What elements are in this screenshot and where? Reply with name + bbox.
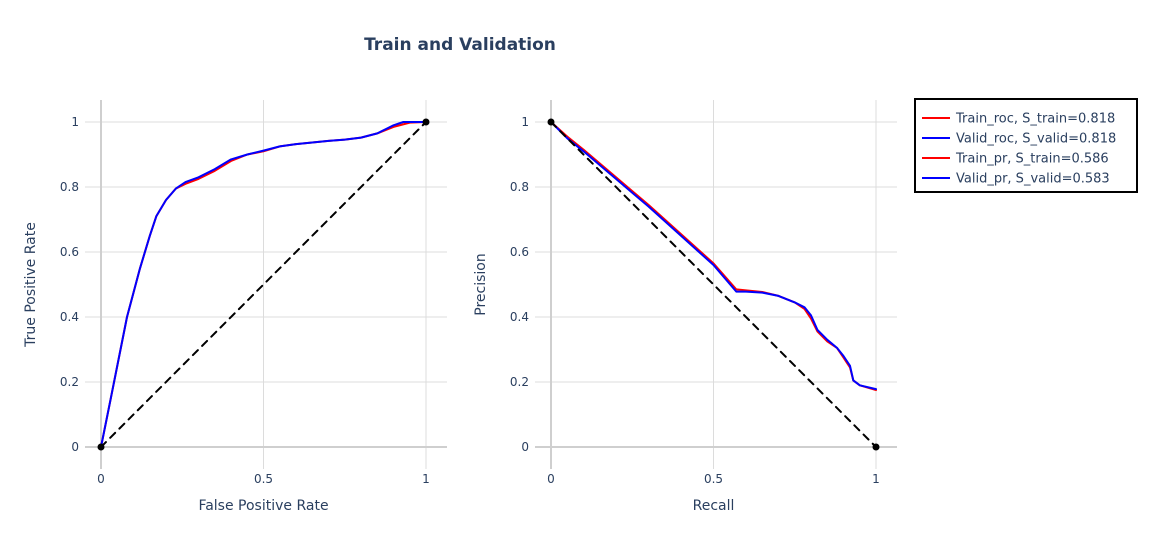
legend-label: Train_roc, S_train=0.818 — [955, 112, 1115, 127]
y-tick-label: 0.8 — [510, 180, 529, 194]
y-tick-label: 0.2 — [60, 375, 79, 389]
baseline-line[interactable] — [100, 121, 427, 448]
x-tick-label: 0 — [97, 472, 105, 486]
subplot-1: 0 0.2 0.4 0.6 0.8 1 0 0.5 1 False Positive Rate Tr… — [23, 100, 447, 514]
chart-title: Train and Validation — [364, 35, 556, 55]
series-line-2[interactable] — [100, 121, 427, 448]
legend-item[interactable]: Valid_roc, S_valid=0.818 — [922, 132, 1116, 147]
legend-item[interactable]: Train_roc, S_train=0.818 — [922, 112, 1115, 127]
y-tick-label: 0.6 — [510, 245, 529, 259]
x-tick-label: 0.5 — [254, 472, 273, 486]
x-axis-title: False Positive Rate — [198, 498, 328, 514]
baseline-point[interactable] — [547, 118, 555, 126]
y-tick-label: 1 — [521, 115, 529, 129]
y-axis-title: True Positive Rate — [23, 222, 39, 348]
series-line-2[interactable] — [550, 121, 877, 391]
y-tick-label: 0 — [71, 440, 79, 454]
y-tick-label: 0.6 — [60, 245, 79, 259]
legend[interactable]: Train_roc, S_train=0.818 Valid_roc, S_val… — [914, 98, 1138, 193]
legend-item[interactable]: Valid_pr, S_valid=0.583 — [922, 172, 1110, 187]
y-tick-label: 0.4 — [60, 310, 79, 324]
legend-label: Valid_pr, S_valid=0.583 — [956, 172, 1110, 187]
baseline-point[interactable] — [872, 443, 880, 451]
legend-label: Valid_roc, S_valid=0.818 — [956, 132, 1116, 147]
baseline-point[interactable] — [422, 118, 430, 126]
legend-box — [914, 98, 1138, 193]
y-axis-title: Precision — [473, 253, 489, 315]
x-tick-label: 1 — [422, 472, 430, 486]
x-tick-label: 1 — [872, 472, 880, 486]
baseline-point[interactable] — [97, 443, 105, 451]
x-axis-title: Recall — [693, 498, 735, 514]
legend-label: Train_pr, S_train=0.586 — [955, 152, 1109, 167]
y-tick-label: 0.2 — [510, 375, 529, 389]
subplot-2: 0 0.2 0.4 0.6 0.8 1 0 0.5 1 Recall Precision — [473, 100, 897, 514]
y-tick-label: 0 — [521, 440, 529, 454]
x-tick-label: 0 — [547, 472, 555, 486]
y-tick-label: 1 — [71, 115, 79, 129]
x-tick-label: 0.5 — [704, 472, 723, 486]
y-tick-label: 0.4 — [510, 310, 529, 324]
y-tick-label: 0.8 — [60, 180, 79, 194]
baseline-line[interactable] — [550, 121, 877, 448]
legend-item[interactable]: Train_pr, S_train=0.586 — [922, 152, 1109, 167]
